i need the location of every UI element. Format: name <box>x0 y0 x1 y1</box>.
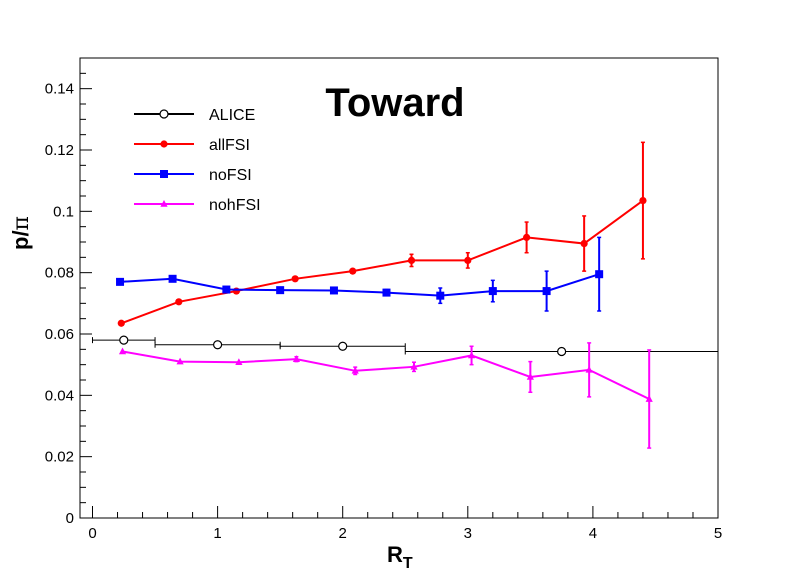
data-point-nohfsi <box>585 365 593 373</box>
data-point-nofsi <box>595 270 604 279</box>
data-point-allfsi <box>349 267 357 275</box>
data-point-allfsi <box>175 298 183 306</box>
data-point-nofsi <box>329 286 338 295</box>
legend-entry-nohfsi: nohFSI <box>134 197 261 214</box>
x-tick-label: 4 <box>589 525 597 542</box>
data-point-nohfsi <box>292 355 301 362</box>
y-axis-title-main: p/ <box>8 230 33 250</box>
axis-ticks: 0 1 2 3 4 5 0 0.02 0.04 0.06 0.08 0.1 0.12 0.14 <box>45 57 722 542</box>
y-tick-label: 0.06 <box>45 326 74 343</box>
legend-entry-nofsi: noFSI <box>134 167 252 184</box>
data-point-allfsi <box>407 256 416 264</box>
x-tick-label: 1 <box>213 525 221 542</box>
y-tick-label: 0 <box>66 510 74 527</box>
data-point-alice <box>338 341 348 351</box>
data-point-nofsi <box>542 287 551 296</box>
y-tick-label: 0.02 <box>45 449 74 466</box>
data-point-allfsi <box>291 275 299 283</box>
series-layer <box>92 141 719 449</box>
data-point-allfsi <box>580 239 588 248</box>
x-tick-label: 3 <box>464 525 472 542</box>
legend-marker-nofsi <box>160 170 168 178</box>
legend: ALICE allFSI noFSI nohFSI <box>134 107 261 214</box>
data-point-nohfsi <box>235 358 243 366</box>
data-point-alice <box>213 340 223 350</box>
series-allfsi <box>117 141 647 327</box>
data-point-allfsi <box>117 319 125 327</box>
x-axis-title-sub: T <box>403 555 413 572</box>
data-point-nohfsi <box>118 347 127 355</box>
series-alice <box>92 335 719 357</box>
x-tick-label: 0 <box>88 525 96 542</box>
legend-label-allfsi: allFSI <box>209 137 250 154</box>
data-point-nohfsi <box>467 351 476 359</box>
data-point-allfsi <box>523 233 531 241</box>
data-point-alice <box>557 346 567 357</box>
data-point-nohfsi <box>351 366 359 374</box>
y-axis-title: p/π <box>8 216 34 250</box>
y-axis-title-greek: π <box>9 216 34 230</box>
x-tick-label: 2 <box>339 525 347 542</box>
series-nofsi <box>116 236 604 312</box>
y-tick-label: 0.04 <box>45 387 74 404</box>
series-line-nohfsi <box>122 350 650 400</box>
data-point-nofsi <box>168 274 177 283</box>
data-point-nofsi <box>488 287 497 296</box>
data-point-nofsi <box>382 288 391 297</box>
legend-marker-allfsi <box>160 140 168 148</box>
y-tick-label: 0.14 <box>45 81 74 98</box>
series-nohfsi <box>118 342 653 449</box>
legend-entry-alice: ALICE <box>134 107 255 124</box>
legend-marker-alice <box>159 109 169 119</box>
data-point-nohfsi <box>410 362 418 370</box>
series-line-nofsi <box>119 273 600 297</box>
legend-label-alice: ALICE <box>209 107 255 124</box>
data-point-alice <box>119 335 129 345</box>
data-point-nofsi <box>276 286 285 295</box>
series-line-allfsi <box>120 199 644 325</box>
legend-label-nofsi: noFSI <box>209 167 252 184</box>
data-point-nohfsi <box>526 372 534 380</box>
chart-title: Toward <box>325 81 464 125</box>
data-point-nohfsi <box>645 395 653 402</box>
plot-frame <box>79 57 719 519</box>
data-point-nofsi <box>436 291 445 300</box>
data-point-allfsi <box>639 197 647 205</box>
data-point-nofsi <box>116 277 125 286</box>
legend-label-nohfsi: nohFSI <box>209 197 261 214</box>
y-tick-label: 0.1 <box>53 203 74 220</box>
legend-marker-nohfsi <box>160 200 168 207</box>
legend-entry-allfsi: allFSI <box>134 137 250 154</box>
x-axis-title: RT <box>387 542 413 572</box>
x-tick-label: 5 <box>714 525 722 542</box>
data-point-allfsi <box>464 256 472 264</box>
data-point-allfsi <box>232 287 240 295</box>
data-point-nofsi <box>222 285 231 294</box>
x-axis-title-main: R <box>387 542 403 567</box>
data-point-nohfsi <box>176 357 184 365</box>
y-tick-label: 0.12 <box>45 142 74 159</box>
y-tick-label: 0.08 <box>45 265 74 282</box>
